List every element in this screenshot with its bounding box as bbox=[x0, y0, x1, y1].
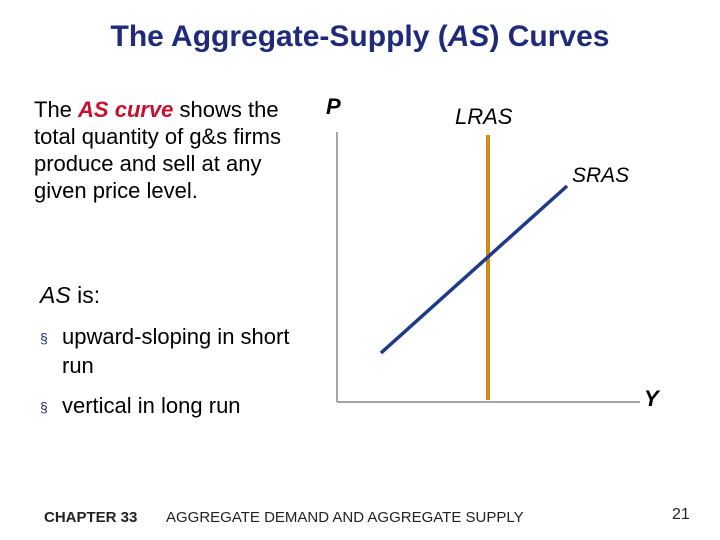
as-curve-highlight: AS curve bbox=[78, 97, 174, 122]
sras-label: SRAS bbox=[572, 164, 629, 187]
bullet-list: § upward-sloping in short run § vertical… bbox=[40, 322, 300, 431]
page-number: 21 bbox=[672, 506, 690, 523]
slide-title: The Aggregate-Supply (AS) Curves bbox=[110, 20, 610, 53]
sras-curve bbox=[379, 184, 569, 355]
bullet-icon: § bbox=[40, 330, 48, 346]
title-as-abbrev: AS bbox=[447, 20, 490, 53]
y-axis-label: P bbox=[326, 94, 341, 119]
bullet-item-short-run: § upward-sloping in short run bbox=[40, 324, 290, 378]
bullet-item-long-run: § vertical in long run bbox=[40, 391, 300, 420]
footer-chapter: CHAPTER 33 bbox=[44, 509, 138, 526]
bullet-icon: § bbox=[40, 399, 48, 415]
intro-text: The AS curve shows the total quantity of… bbox=[34, 97, 281, 203]
footer-title: AGGREGATE DEMAND AND AGGREGATE SUPPLY bbox=[166, 509, 524, 526]
x-axis-label: Y bbox=[644, 386, 661, 411]
lras-label: LRAS bbox=[455, 104, 513, 129]
as-is-heading: AS is: bbox=[40, 282, 101, 308]
